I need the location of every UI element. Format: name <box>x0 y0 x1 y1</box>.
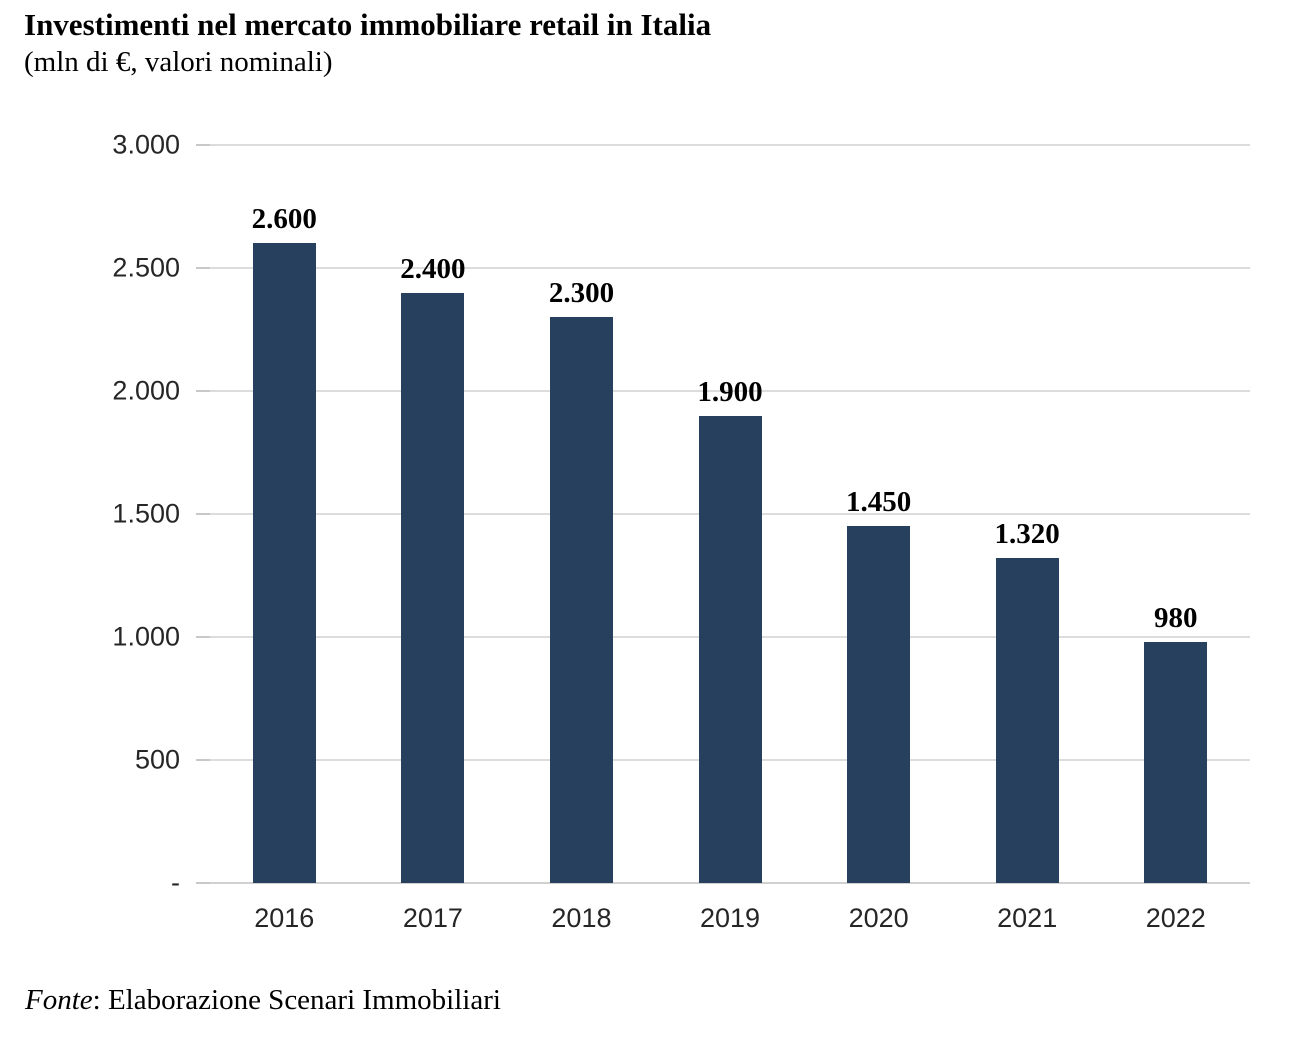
x-axis-label: 2020 <box>848 903 909 933</box>
bar-2021 <box>995 558 1059 883</box>
y-axis-ticks <box>196 144 210 884</box>
y-axis-tick <box>196 759 210 761</box>
gridline <box>210 390 1250 392</box>
x-axis-label: 2021 <box>997 903 1058 933</box>
y-axis-tick <box>196 267 210 269</box>
bar-value-label: 2.300 <box>548 277 615 310</box>
source-line: Fonte: Elaborazione Scenari Immobiliari <box>25 984 501 1017</box>
y-axis-labels: 3.000 2.500 2.000 1.500 1.000 500 - <box>0 130 180 898</box>
x-axis-label: 2016 <box>254 903 315 933</box>
y-axis-tick-label: 1.500 <box>112 498 180 529</box>
bar-2019 <box>698 415 762 883</box>
y-axis-tick <box>196 882 210 884</box>
gridline <box>210 144 1250 146</box>
x-axis-label: 2018 <box>551 903 612 933</box>
y-axis-tick-label: 500 <box>134 744 180 775</box>
gridline <box>210 267 1250 269</box>
source-text: : Elaborazione Scenari Immobiliari <box>92 984 501 1016</box>
chart-subtitle: (mln di €, valori nominali) <box>24 46 333 78</box>
bar-value-label: 2.600 <box>251 203 317 236</box>
y-axis-tick <box>196 636 210 638</box>
bar-slot-2019: 1.900 2019 <box>656 145 805 933</box>
bar-slot-2020: 1.450 2020 <box>804 145 953 933</box>
plot-area: 2.600 2016 2.400 2017 2.300 2018 1.900 2019 1.45… <box>210 144 1250 933</box>
bar-slot-2021: 1.320 2021 <box>953 145 1102 933</box>
bar-2016 <box>252 243 316 883</box>
y-axis-tick-label: 3.000 <box>112 129 180 160</box>
bar-2020 <box>847 526 911 883</box>
y-axis-tick <box>196 513 210 515</box>
y-axis-tick-label: 2.000 <box>112 375 180 406</box>
bar-2017 <box>401 292 465 883</box>
chart-title: Investimenti nel mercato immobiliare ret… <box>24 7 712 42</box>
x-axis-label: 2017 <box>402 903 463 933</box>
y-axis-tick <box>196 390 210 392</box>
bar-slot-2017: 2.400 2017 <box>359 145 508 933</box>
y-axis-tick-label: 2.500 <box>112 252 180 283</box>
bar-2018 <box>549 317 613 883</box>
bar-slot-2018: 2.300 2018 <box>507 145 656 933</box>
bar-value-label: 1.320 <box>994 518 1060 551</box>
chart-header: Investimenti nel mercato immobiliare ret… <box>24 6 711 80</box>
bar-2022 <box>1144 641 1208 883</box>
y-axis-tick-label: - <box>171 867 180 898</box>
bar-slot-2022: 980 2022 <box>1101 145 1250 933</box>
y-axis-tick-label: 1.000 <box>112 621 180 652</box>
bar-slot-2016: 2.600 2016 <box>210 145 359 933</box>
bar-value-label: 1.450 <box>845 486 912 519</box>
bar-value-label: 1.900 <box>697 375 763 408</box>
y-axis-tick <box>196 144 210 146</box>
source-prefix: Fonte <box>25 984 93 1016</box>
x-axis-label: 2022 <box>1145 903 1206 933</box>
bar-value-label: 980 <box>1154 601 1198 634</box>
x-axis-label: 2019 <box>699 903 761 933</box>
bars: 2.600 2016 2.400 2017 2.300 2018 1.900 2019 1.45… <box>210 145 1250 933</box>
x-axis-line <box>210 882 1250 884</box>
bar-value-label: 2.400 <box>400 252 466 285</box>
